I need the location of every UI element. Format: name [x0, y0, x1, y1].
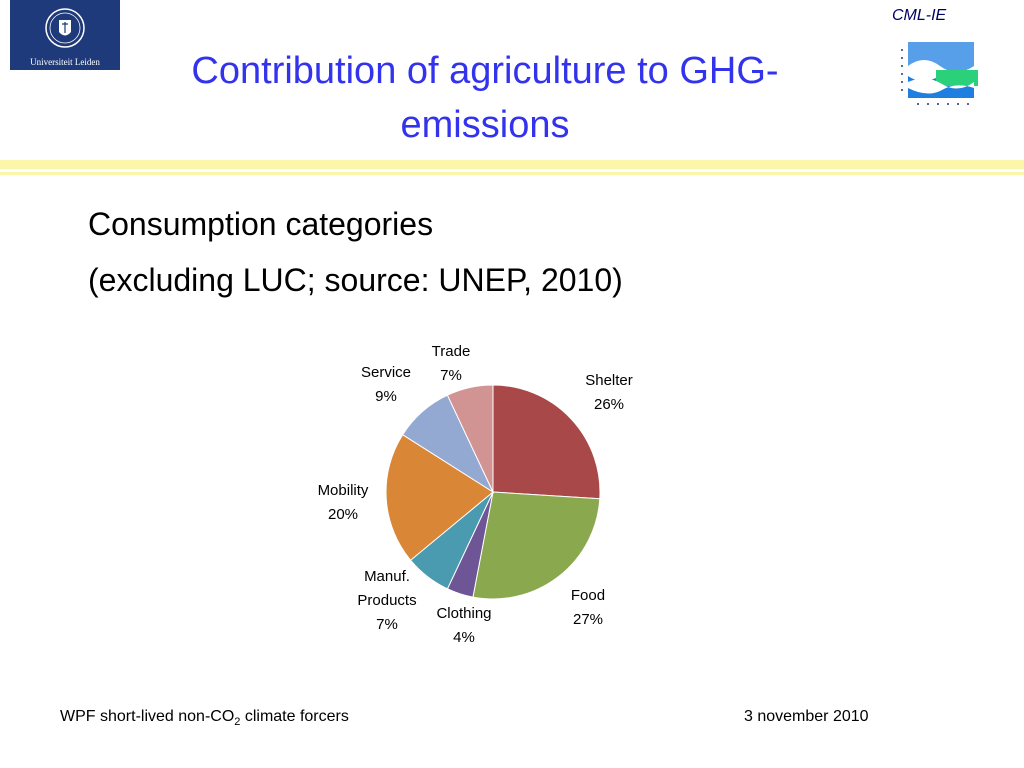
- pie-label-food: Food 27%: [571, 587, 605, 628]
- logo-label: Universiteit Leiden: [30, 57, 100, 67]
- pie-label-mobility: Mobility 20%: [318, 482, 369, 523]
- pie-slice-mobility: [385, 433, 494, 561]
- pie-label-manuf-products: Manuf. Products 7%: [357, 568, 416, 633]
- cml-ie-label: CML-IE: [892, 7, 947, 24]
- footer-event-end: climate forcers: [240, 708, 349, 725]
- footer-event: WPF short-lived non-CO2 climate forcers: [60, 708, 349, 728]
- subtitle-line-1: Consumption categories: [88, 206, 434, 242]
- pie-label-service: Service 9%: [361, 364, 411, 405]
- leiden-seal-icon: [45, 8, 85, 48]
- pie-slice-food: [472, 491, 601, 600]
- footer-event-text: WPF short-lived non-CO: [60, 708, 235, 725]
- pie-slice-shelter: [492, 384, 601, 500]
- cml-ie-logo-icon: [901, 42, 978, 105]
- pie-label-shelter: Shelter 26%: [585, 372, 633, 413]
- footer-subscript: 2: [234, 716, 241, 729]
- header-divider-thin: [0, 172, 1024, 175]
- header-divider: [0, 160, 1024, 169]
- pie-label-trade: Trade 7%: [432, 343, 471, 384]
- subtitle-line-2: (excluding LUC; source: UNEP, 2010): [88, 262, 623, 298]
- pie-label-clothing: Clothing 4%: [436, 605, 491, 646]
- universiteit-leiden-logo: Universiteit Leiden: [10, 0, 120, 70]
- slide-title: Contribution of agriculture to GHG-emiss…: [191, 50, 779, 146]
- footer-date: 3 november 2010: [744, 708, 869, 725]
- pie-slice-trade: [446, 384, 494, 493]
